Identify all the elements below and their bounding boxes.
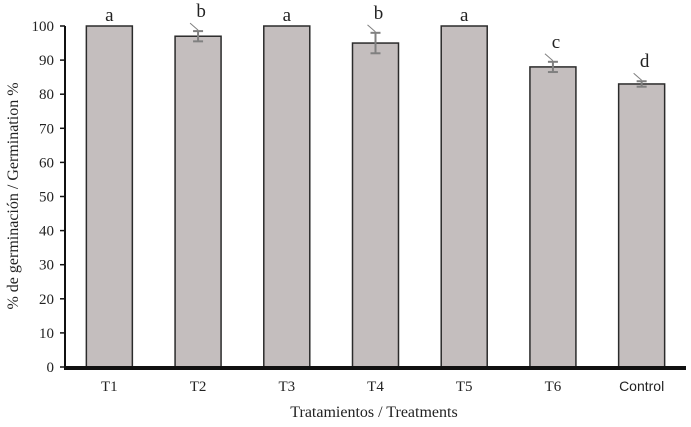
significance-letter: d	[640, 51, 650, 72]
significance-letter: c	[552, 32, 560, 53]
y-tick-label: 100	[32, 19, 55, 35]
x-axis: T1 T2 T3 T4 T5 T6 Control	[64, 366, 686, 395]
letter-leader	[367, 24, 376, 33]
y-tick-label: 20	[39, 292, 54, 308]
error-bar-t4	[370, 31, 381, 55]
y-tick-label: 50	[39, 190, 54, 206]
error-bar-t2	[193, 30, 204, 43]
bar-control	[617, 83, 666, 368]
x-tick-label: T4	[367, 379, 384, 395]
y-tick-label: 40	[39, 224, 54, 240]
y-axis-title: % de germinación / Germination %	[5, 82, 22, 309]
y-tick-label: 60	[39, 155, 54, 171]
y-axis: 0 10 20 30 40 50 60 70 80 90 100	[32, 19, 66, 376]
letter-leader	[633, 72, 642, 81]
bar-t6	[529, 66, 577, 368]
x-tick-label: T1	[101, 379, 118, 395]
significance-letter: b	[196, 1, 206, 22]
error-bar-control	[636, 80, 647, 88]
y-tick-label: 30	[39, 258, 54, 274]
significance-letter: a	[105, 5, 114, 26]
letter-leader	[544, 53, 554, 62]
significance-letter: b	[374, 3, 384, 24]
bars	[85, 25, 666, 368]
y-tick-label: 90	[39, 53, 54, 69]
x-tick-label: Control	[619, 378, 664, 394]
y-tick-label: 10	[39, 326, 54, 342]
bar-t3	[263, 25, 311, 368]
y-tick-label: 70	[39, 121, 54, 137]
error-bar-t6	[547, 60, 558, 74]
y-tick-label: 80	[39, 87, 54, 103]
bar-t2	[174, 35, 222, 368]
x-axis-title: Tratamientos / Treatments	[290, 404, 457, 421]
x-tick-label: T6	[545, 379, 562, 395]
x-tick-label: T2	[190, 379, 207, 395]
significance-letters: a b a b a c d	[105, 1, 650, 81]
error-bars	[193, 30, 647, 88]
letter-leader	[189, 22, 199, 31]
significance-letter: a	[283, 5, 292, 26]
bar-t1	[85, 25, 134, 368]
x-tick-label: T3	[278, 379, 295, 395]
x-tick-label: T5	[456, 379, 473, 395]
bar-t5	[440, 25, 488, 368]
bar-t4	[351, 42, 400, 368]
y-tick-label: 0	[47, 360, 55, 376]
significance-letter: a	[460, 5, 469, 26]
